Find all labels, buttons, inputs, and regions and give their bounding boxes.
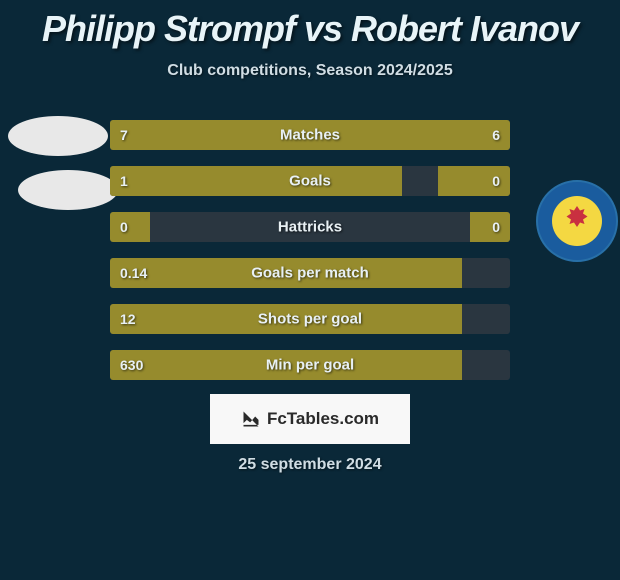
stat-label: Matches <box>280 127 340 144</box>
stat-label: Shots per goal <box>258 311 362 328</box>
stat-value-right: 0 <box>492 219 500 235</box>
bar-right <box>470 212 510 242</box>
stat-row: 0.14 Goals per match <box>110 258 510 288</box>
bar-left <box>110 166 402 196</box>
stat-row: 630 Min per goal <box>110 350 510 380</box>
stat-row: 12 Shots per goal <box>110 304 510 334</box>
stat-label: Goals per match <box>251 265 369 282</box>
stat-value-left: 0 <box>120 219 128 235</box>
stat-row: 0 0 Hattricks <box>110 212 510 242</box>
player1-club-avatar <box>18 170 118 210</box>
stat-value-left: 12 <box>120 311 136 327</box>
stat-value-left: 630 <box>120 357 143 373</box>
stat-value-left: 0.14 <box>120 265 147 281</box>
bar-left <box>110 212 150 242</box>
fctables-logo-box[interactable]: FcTables.com <box>210 394 410 444</box>
stat-label: Goals <box>289 173 331 190</box>
lion-icon <box>559 203 595 239</box>
badge-inner <box>552 196 602 246</box>
stat-value-right: 0 <box>492 173 500 189</box>
snapshot-date: 25 september 2024 <box>0 456 620 474</box>
stat-label: Min per goal <box>266 357 354 374</box>
player1-avatar <box>8 116 108 156</box>
stats-container: 7 6 Matches 1 0 Goals 0 0 Hattricks 0.14 Goals per… <box>110 120 510 396</box>
chart-icon <box>241 409 261 429</box>
player2-club-badge <box>536 180 618 262</box>
stat-row: 1 0 Goals <box>110 166 510 196</box>
stat-value-left: 1 <box>120 173 128 189</box>
stat-label: Hattricks <box>278 219 342 236</box>
stat-row: 7 6 Matches <box>110 120 510 150</box>
stat-value-right: 6 <box>492 127 500 143</box>
season-subtitle: Club competitions, Season 2024/2025 <box>0 62 620 80</box>
comparison-title: Philipp Strompf vs Robert Ivanov <box>0 0 620 50</box>
logo-text: FcTables.com <box>267 409 379 429</box>
stat-value-left: 7 <box>120 127 128 143</box>
